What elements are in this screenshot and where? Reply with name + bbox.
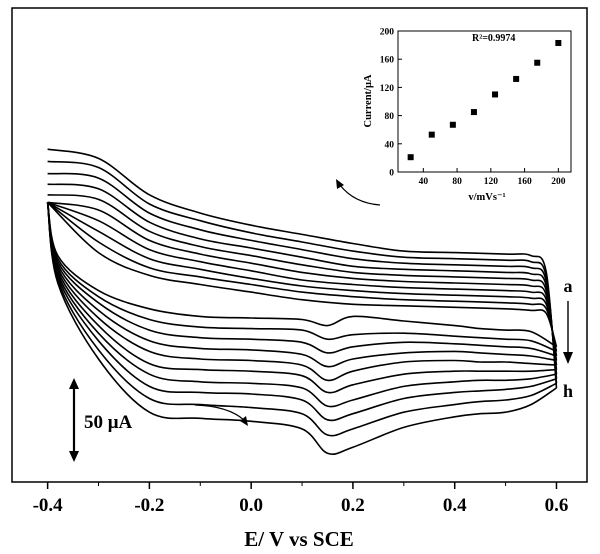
inset-x-axis: 40 80 120 160 200 [419,168,566,187]
inset-x-tick-label: 120 [484,177,499,187]
main-x-axis-title: E/ V vs SCE [244,527,354,551]
cv-curve-anodic-3 [47,201,558,357]
inset-data-point [534,59,541,66]
anodic-scan-direction-arrowhead [336,179,344,189]
cathodic-scan-direction-arrow [194,404,245,421]
inset-x-axis-title: v/mVs⁻¹ [468,192,505,203]
cv-curve-cathodic-10 [46,202,557,455]
scale-bar-bottom-arrow [69,451,79,462]
cv-curve-anodic-1 [47,201,558,348]
inset-plot: 0 40 80 120 160 200 40 80 120 160 200 R²=0.9974 C… [363,28,572,203]
cv-curve-cathodic-3 [46,202,557,357]
inset-data-point [555,39,562,46]
inset-y-tick-label: 0 [389,169,394,179]
scale-bar-label: 50 μA [84,412,133,433]
anodic-scan-direction-arrow [339,184,381,206]
cv-curve-cathodic-2 [46,202,557,353]
cv-curve-anodic-6 [47,194,558,370]
cv-curve-cathodic-9 [46,202,557,437]
cv-curve-cathodic-8 [46,202,557,422]
main-x-tick-label: 0.6 [545,495,569,516]
inset-data-point [407,154,414,161]
inset-y-tick-label: 120 [380,84,395,94]
inset-y-tick-label: 40 [385,140,395,150]
main-plot-frame [11,7,588,483]
inset-r-squared: R²=0.9974 [472,33,515,44]
main-x-tick-label: -0.2 [134,495,164,516]
last-curve-label: h [563,381,573,401]
inset-y-tick-label: 80 [385,112,395,122]
cv-curve-cathodic-7 [46,202,557,408]
inset-x-tick-label: 40 [419,177,429,187]
cv-curve-anodic-7 [47,183,558,375]
cv-curve-cathodic-1 [46,202,557,348]
cv-curve-anodic-2 [47,201,558,352]
inset-data-point [513,75,520,82]
cv-curve-anodic-5 [47,201,558,366]
inset-y-tick-label: 200 [380,28,395,38]
scan-order-arrow-head [563,352,573,364]
inset-y-axis: 0 40 80 120 160 200 [380,28,402,179]
cv-curve-cathodic-6 [46,202,557,394]
cv-curve-anodic-4 [47,201,558,361]
main-x-axis: -0.4 -0.2 0.0 0.2 0.4 0.6 [33,482,569,516]
first-curve-label: a [564,276,573,296]
main-x-tick-label: 0.0 [239,495,263,516]
cv-curve-anodic-9 [47,160,558,384]
inset-frame [397,30,572,173]
inset-x-tick-label: 80 [452,177,462,187]
main-x-tick-label: 0.2 [341,495,365,516]
inset-data-points [407,39,562,161]
cv-curves [46,148,558,455]
inset-x-tick-label: 200 [551,177,566,187]
cv-curve-cathodic-5 [46,202,557,382]
inset-data-point [449,121,456,128]
cv-curve-anodic-10 [47,148,558,388]
inset-y-tick-label: 160 [380,56,395,66]
scale-bar-top-arrow [69,378,79,389]
cv-curve-anodic-8 [47,172,558,379]
cathodic-scan-direction-arrowhead [240,416,248,426]
main-x-tick-label: 0.4 [443,495,467,516]
main-x-tick-label: -0.4 [33,495,64,516]
inset-data-point [492,91,499,98]
inset-data-point [470,109,477,116]
inset-x-tick-label: 160 [517,177,532,187]
inset-y-axis-title: Current/μA [363,74,374,127]
cv-curve-cathodic-4 [46,202,557,368]
inset-data-point [428,131,435,138]
